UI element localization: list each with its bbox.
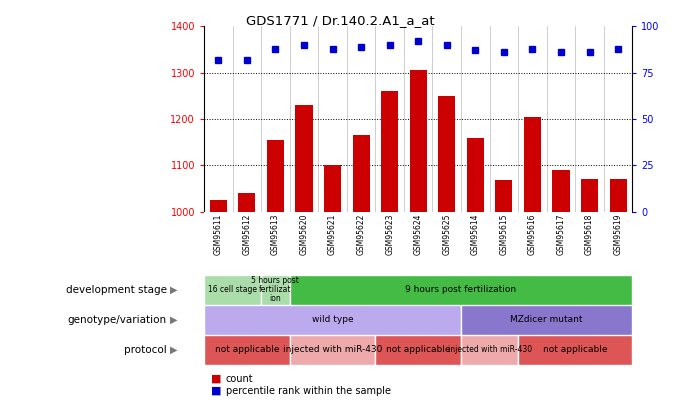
Bar bbox=[204, 305, 461, 335]
Bar bbox=[375, 335, 461, 364]
Bar bbox=[461, 305, 632, 335]
Bar bbox=[204, 335, 290, 364]
Text: ▶: ▶ bbox=[170, 345, 177, 355]
Bar bbox=[461, 335, 518, 364]
Text: 9 hours post fertilization: 9 hours post fertilization bbox=[405, 286, 517, 294]
Text: protocol: protocol bbox=[124, 345, 167, 355]
Text: injected with miR-430: injected with miR-430 bbox=[447, 345, 532, 354]
Text: GSM95616: GSM95616 bbox=[528, 214, 537, 255]
Bar bbox=[209, 200, 227, 212]
Text: GSM95612: GSM95612 bbox=[242, 214, 252, 255]
Text: GSM95611: GSM95611 bbox=[214, 214, 223, 255]
Text: percentile rank within the sample: percentile rank within the sample bbox=[226, 386, 391, 396]
Text: ▶: ▶ bbox=[170, 315, 177, 325]
Text: GSM95621: GSM95621 bbox=[328, 214, 337, 255]
Bar bbox=[324, 165, 341, 212]
Text: wild type: wild type bbox=[311, 315, 354, 324]
Text: GSM95619: GSM95619 bbox=[613, 214, 623, 255]
Text: ■: ■ bbox=[211, 374, 221, 384]
Text: development stage: development stage bbox=[65, 285, 167, 295]
Text: not applicable: not applicable bbox=[215, 345, 279, 354]
Text: ▶: ▶ bbox=[170, 285, 177, 295]
Text: MZdicer mutant: MZdicer mutant bbox=[511, 315, 583, 324]
Bar bbox=[552, 170, 570, 212]
Bar bbox=[290, 335, 375, 364]
Text: GSM95614: GSM95614 bbox=[471, 214, 480, 255]
Bar bbox=[290, 275, 632, 305]
Bar bbox=[238, 193, 256, 212]
Bar bbox=[438, 96, 456, 212]
Bar bbox=[267, 140, 284, 212]
Text: 16 cell stage: 16 cell stage bbox=[208, 286, 257, 294]
Bar bbox=[524, 117, 541, 212]
Bar bbox=[581, 179, 598, 212]
Text: GDS1771 / Dr.140.2.A1_a_at: GDS1771 / Dr.140.2.A1_a_at bbox=[245, 14, 435, 27]
Text: GSM95617: GSM95617 bbox=[556, 214, 566, 255]
Bar bbox=[609, 179, 627, 212]
Bar bbox=[409, 70, 427, 212]
Text: GSM95625: GSM95625 bbox=[442, 214, 452, 255]
Bar bbox=[495, 180, 513, 212]
Text: GSM95623: GSM95623 bbox=[385, 214, 394, 255]
Bar bbox=[466, 138, 484, 212]
Bar bbox=[261, 275, 290, 305]
Text: GSM95615: GSM95615 bbox=[499, 214, 509, 255]
Bar bbox=[518, 335, 632, 364]
Text: GSM95624: GSM95624 bbox=[413, 214, 423, 255]
Text: GSM95613: GSM95613 bbox=[271, 214, 280, 255]
Text: ■: ■ bbox=[211, 386, 221, 396]
Text: genotype/variation: genotype/variation bbox=[67, 315, 167, 325]
Text: GSM95622: GSM95622 bbox=[356, 214, 366, 255]
Bar bbox=[295, 105, 313, 212]
Text: injected with miR-430: injected with miR-430 bbox=[283, 345, 382, 354]
Bar bbox=[381, 91, 398, 212]
Bar bbox=[204, 275, 261, 305]
Text: GSM95620: GSM95620 bbox=[299, 214, 309, 255]
Text: not applicable: not applicable bbox=[386, 345, 450, 354]
Text: GSM95618: GSM95618 bbox=[585, 214, 594, 255]
Text: 5 hours post
fertilizat
ion: 5 hours post fertilizat ion bbox=[252, 277, 299, 303]
Bar bbox=[352, 135, 370, 212]
Text: not applicable: not applicable bbox=[543, 345, 607, 354]
Text: count: count bbox=[226, 374, 254, 384]
